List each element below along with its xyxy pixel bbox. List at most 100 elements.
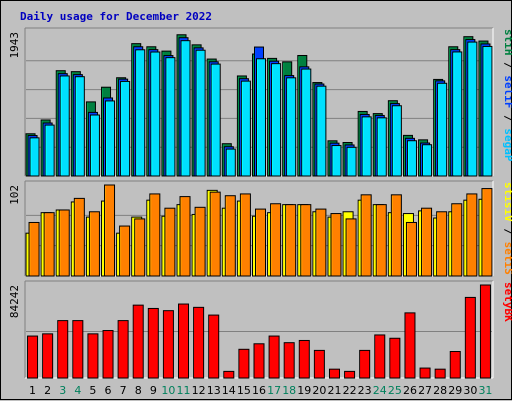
day-label-25: 25 xyxy=(388,384,402,397)
bar-kbytes-day-21 xyxy=(328,368,340,379)
bar-kbytes-day-11 xyxy=(178,303,190,379)
bar-kbytes-day-17 xyxy=(268,335,280,379)
day-label-23: 23 xyxy=(358,384,372,397)
bar-kbytes-day-29 xyxy=(449,351,461,379)
day-label-18: 18 xyxy=(282,384,296,397)
panel-legend-label: stiH / seliF / segaP xyxy=(502,29,512,162)
bar-sites-day-31 xyxy=(481,188,493,277)
bar-sites-day-21 xyxy=(330,213,342,277)
day-label-21: 21 xyxy=(327,384,341,397)
panel-max-label: 102 xyxy=(8,185,21,205)
bar-kbytes-day-3 xyxy=(57,320,69,379)
bar-kbytes-day-13 xyxy=(208,314,220,379)
day-label-6: 6 xyxy=(105,384,112,397)
day-label-5: 5 xyxy=(89,384,96,397)
bar-kbytes-day-8 xyxy=(132,304,144,379)
panel-legend-label: setyBK xyxy=(502,282,512,322)
bar-kbytes-day-15 xyxy=(238,348,250,379)
bar-kbytes-day-7 xyxy=(117,320,129,379)
bar-pages-day-3 xyxy=(59,75,70,177)
bar-pages-day-17 xyxy=(271,63,282,177)
bar-pages-day-16 xyxy=(256,58,266,177)
panel-max-label: 1943 xyxy=(8,32,21,59)
bar-kbytes-day-25 xyxy=(389,337,401,379)
day-label-2: 2 xyxy=(44,384,51,397)
bar-sites-day-12 xyxy=(194,206,206,277)
bar-kbytes-day-30 xyxy=(464,296,476,379)
bar-pages-day-20 xyxy=(316,85,327,177)
day-label-12: 12 xyxy=(192,384,206,397)
bar-kbytes-day-23 xyxy=(359,349,371,379)
bar-sites-day-15 xyxy=(239,193,251,277)
bar-sites-day-25 xyxy=(390,194,402,277)
bar-sites-day-4 xyxy=(73,197,85,277)
bar-kbytes-day-28 xyxy=(434,368,446,379)
bar-pages-day-26 xyxy=(406,140,417,177)
bar-kbytes-day-6 xyxy=(102,330,114,379)
legend-part: / xyxy=(502,222,512,242)
bar-pages-day-2 xyxy=(44,124,55,177)
day-label-8: 8 xyxy=(135,384,142,397)
bar-sites-day-29 xyxy=(451,203,463,277)
bar-kbytes-day-19 xyxy=(298,339,310,379)
day-label-4: 4 xyxy=(74,384,81,397)
day-label-22: 22 xyxy=(343,384,357,397)
day-label-30: 30 xyxy=(463,384,477,397)
bar-pages-day-6 xyxy=(105,100,116,177)
day-label-7: 7 xyxy=(120,384,127,397)
panel-legend-label: stisiV / setiS xyxy=(502,182,512,275)
bar-pages-day-24 xyxy=(376,117,387,177)
bar-pages-day-7 xyxy=(120,80,131,177)
bar-kbytes-day-18 xyxy=(283,342,295,379)
bar-sites-day-10 xyxy=(164,207,176,277)
bar-sites-day-5 xyxy=(88,211,100,277)
bar-kbytes-day-1 xyxy=(27,335,39,379)
bar-pages-day-5 xyxy=(89,114,100,177)
bar-pages-day-14 xyxy=(225,148,236,177)
bar-sites-day-16 xyxy=(255,208,266,277)
legend-part: / xyxy=(502,56,512,76)
legend-part: stiH xyxy=(502,29,512,56)
bar-pages-day-13 xyxy=(210,63,221,177)
bar-sites-day-13 xyxy=(209,191,221,277)
bar-sites-day-23 xyxy=(360,194,372,277)
day-label-13: 13 xyxy=(207,384,221,397)
bar-pages-day-11 xyxy=(180,40,191,177)
bar-pages-day-23 xyxy=(361,116,372,177)
day-label-27: 27 xyxy=(418,384,432,397)
panel-bottom: 84242 setyBK xyxy=(8,280,512,379)
legend-part: seliF xyxy=(502,75,512,108)
day-label-17: 17 xyxy=(267,384,281,397)
bar-sites-day-24 xyxy=(375,204,387,277)
bar-kbytes-day-5 xyxy=(87,333,99,379)
bar-pages-day-28 xyxy=(437,82,448,177)
bar-sites-day-2 xyxy=(43,212,55,277)
bar-pages-day-8 xyxy=(135,49,146,177)
bar-kbytes-day-20 xyxy=(313,349,325,379)
bar-pages-day-27 xyxy=(422,144,433,177)
bar-sites-day-19 xyxy=(300,204,312,277)
bar-pages-day-30 xyxy=(467,41,478,177)
day-label-29: 29 xyxy=(448,384,462,397)
bar-sites-day-17 xyxy=(270,203,282,277)
legend-part: segaP xyxy=(502,128,512,161)
day-label-31: 31 xyxy=(478,384,492,397)
bar-sites-day-27 xyxy=(421,207,433,277)
bar-sites-day-7 xyxy=(119,225,131,277)
bar-pages-day-12 xyxy=(195,49,206,177)
panel-middle: 102 stisiV / setiS xyxy=(8,180,512,277)
day-label-10: 10 xyxy=(161,384,175,397)
bar-kbytes-day-10 xyxy=(162,310,174,379)
bar-sites-day-22 xyxy=(345,218,357,277)
bar-sites-day-6 xyxy=(104,184,116,277)
legend-part: / xyxy=(502,109,512,129)
bar-sites-day-26 xyxy=(405,221,417,277)
day-label-1: 1 xyxy=(29,384,36,397)
day-label-20: 20 xyxy=(312,384,326,397)
legend-part: stisiV xyxy=(502,182,512,222)
bar-pages-day-4 xyxy=(74,76,85,177)
day-label-16: 16 xyxy=(252,384,266,397)
day-label-28: 28 xyxy=(433,384,447,397)
day-label-15: 15 xyxy=(237,384,251,397)
